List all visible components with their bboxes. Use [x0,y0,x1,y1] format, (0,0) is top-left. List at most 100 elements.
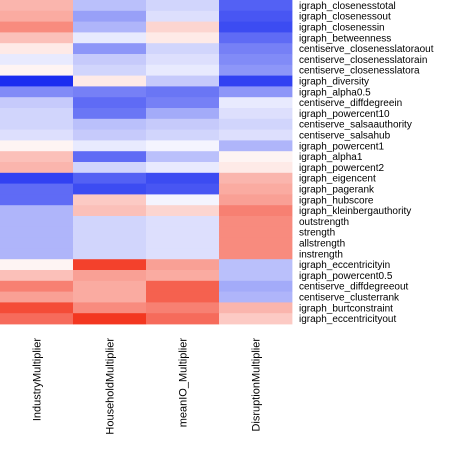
heatmap-cell [0,183,74,195]
heatmap-cell [219,97,293,109]
heatmap-cell [146,313,220,325]
heatmap-cell [0,10,74,22]
heatmap-cell [0,302,74,314]
heatmap-cell [73,172,147,184]
heatmap-cells [0,0,293,325]
heatmap-cell [73,302,147,314]
heatmap-cell [73,205,147,217]
heatmap-cell [146,162,220,174]
row-label: centiserve_salsaauthority [299,120,412,131]
column-label: IndustryMultiplier [32,338,44,421]
heatmap-cell [73,54,147,66]
heatmap-cell [219,151,293,163]
heatmap-cell [73,97,147,109]
heatmap-cell [0,162,74,174]
heatmap-cell [73,21,147,33]
heatmap-cell [219,118,293,130]
heatmap-cell [73,194,147,206]
heatmap-cell [0,313,74,325]
heatmap-cell [73,108,147,120]
heatmap-cell [219,86,293,98]
heatmap-cell [146,32,220,44]
heatmap-cell [0,108,74,120]
heatmap-cell [219,205,293,217]
heatmap-cell [73,280,147,292]
heatmap-cell [73,118,147,130]
heatmap-cell [219,302,293,314]
row-label: centiserve_diffdegreein [299,98,402,109]
heatmap-cell [0,259,74,271]
row-label: igraph_pagerank [299,185,375,196]
heatmap-cell [146,270,220,282]
row-label: centiserve_clusterrank [299,293,400,304]
heatmap-cell [73,313,147,325]
heatmap-cell [73,183,147,195]
heatmap-cell [219,43,293,55]
heatmap-cell [219,172,293,184]
row-label: igraph_powercent1 [299,141,384,152]
heatmap-cell [0,194,74,206]
column-label: meanIO_Multiplier [178,338,190,428]
heatmap-cell [0,248,74,260]
heatmap-cell [0,64,74,76]
heatmap-cell [0,270,74,282]
heatmap-cell [219,270,293,282]
heatmap-cell [0,226,74,238]
heatmap-cell [73,129,147,141]
heatmap-cell [146,194,220,206]
heatmap-cell [219,194,293,206]
heatmap-cell [0,129,74,141]
heatmap-cell [146,43,220,55]
heatmap-cell [0,140,74,152]
heatmap-cell [0,0,74,12]
row-label: igraph_closenessin [299,23,385,34]
heatmap-cell [0,280,74,292]
heatmap-cell [219,216,293,228]
heatmap-cell [146,172,220,184]
heatmap-cell [146,226,220,238]
heatmap-cell [219,64,293,76]
heatmap-cell [219,140,293,152]
heatmap-cell [146,21,220,33]
heatmap-cell [146,64,220,76]
heatmap-cell [146,129,220,141]
heatmap-cell [219,0,293,12]
heatmap-cell [0,97,74,109]
heatmap-cell [0,75,74,87]
heatmap-cell [146,280,220,292]
heatmap-cell [73,10,147,22]
row-label: allstrength [299,239,345,250]
row-label: igraph_eccentricityin [299,260,390,271]
row-label: instrength [299,249,343,260]
row-labels: igraph_closenesstotaligraph_closenessout… [299,1,434,325]
heatmap-cell [219,226,293,238]
heatmap-cell [0,43,74,55]
heatmap-cell [219,162,293,174]
column-labels: IndustryMultiplier HouseholdMultiplier mea… [32,338,263,435]
heatmap-cell [0,216,74,228]
heatmap-cell [219,291,293,303]
row-label: igraph_powercent0.5 [299,271,393,282]
heatmap-cell [73,43,147,55]
row-label: centiserve_diffdegreeout [299,282,409,293]
heatmap-cell [146,86,220,98]
row-label: centiserve_closenesslatora [299,66,420,77]
heatmap-cell [73,151,147,163]
heatmap-cell [0,32,74,44]
heatmap-cell [73,75,147,87]
heatmap-cell [0,291,74,303]
heatmap-cell [219,21,293,33]
row-label: igraph_alpha0.5 [299,87,371,98]
heatmap-cell [73,226,147,238]
heatmap-cell [146,108,220,120]
heatmap-cell [73,259,147,271]
heatmap-cell [146,54,220,66]
row-label: outstrength [299,217,349,228]
heatmap-cell [219,237,293,249]
heatmap-cell [219,183,293,195]
heatmap-cell [73,291,147,303]
heatmap-cell [146,140,220,152]
heatmap-cell [73,32,147,44]
heatmap-cell [73,64,147,76]
